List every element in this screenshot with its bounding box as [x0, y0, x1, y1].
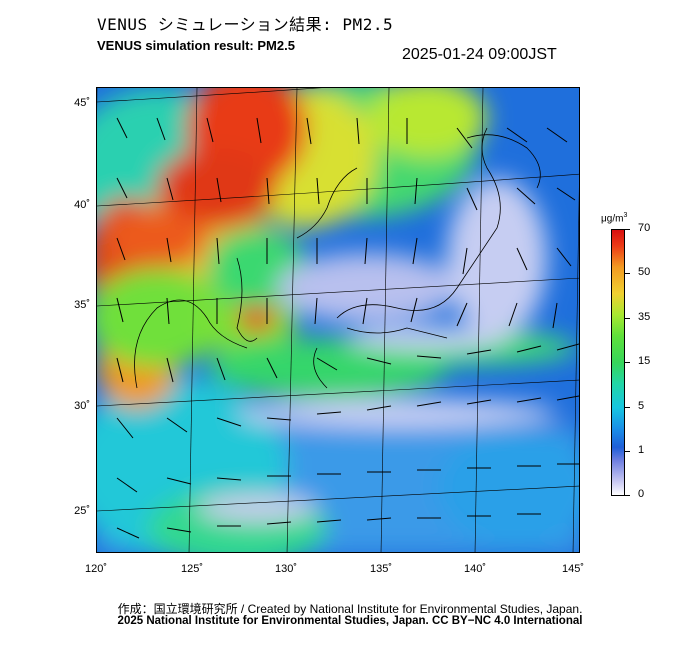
colorbar-label-1: 1 — [638, 444, 645, 456]
colorbar-tick — [625, 362, 630, 363]
credit-line-1: 作成：国立環境研究所 / Created by National Institu… — [117, 602, 583, 616]
colorbar-label-35: 35 — [638, 311, 651, 323]
coastlines — [134, 127, 541, 389]
concentration-field — [97, 88, 579, 552]
title-japanese: VENUS シミュレーション結果: PM2.5 — [97, 15, 394, 34]
credit-line-2: 2025 National Institute for Environmenta… — [117, 615, 583, 627]
colorbar — [611, 229, 625, 496]
colorbar-label-50: 50 — [638, 266, 651, 278]
colorbar-label-5: 5 — [638, 400, 645, 412]
colorbar-tick — [625, 318, 630, 319]
lat-label-30: 30˚ — [74, 400, 90, 412]
forecast-datetime: 2025-01-24 09:00JST — [402, 46, 557, 63]
colorbar-unit-superscript: 3 — [623, 212, 628, 219]
lon-label-140: 140˚ — [463, 563, 487, 575]
lon-label-130: 130˚ — [274, 563, 298, 575]
wind-vectors — [116, 117, 579, 539]
pm25-map — [96, 87, 580, 553]
colorbar-tick — [625, 495, 630, 496]
colorbar-tick — [625, 451, 630, 452]
lon-label-120: 120˚ — [84, 563, 108, 575]
colorbar-unit-text: μg/m — [601, 213, 624, 225]
lon-label-135: 135˚ — [369, 563, 393, 575]
lat-label-45: 45˚ — [74, 97, 90, 109]
colorbar-tick — [625, 273, 630, 274]
colorbar-unit: μg/m3 — [601, 212, 627, 224]
colorbar-label-0: 0 — [638, 488, 645, 500]
lon-label-125: 125˚ — [180, 563, 204, 575]
lat-label-25: 25˚ — [74, 505, 90, 517]
colorbar-tick — [625, 407, 630, 408]
lon-label-145: 145˚ — [561, 563, 585, 575]
colorbar-tick — [625, 229, 630, 230]
lat-label-35: 35˚ — [74, 299, 90, 311]
lat-label-40: 40˚ — [74, 199, 90, 211]
colorbar-label-15: 15 — [638, 355, 651, 367]
title-english: VENUS simulation result: PM2.5 — [97, 38, 295, 53]
colorbar-label-70: 70 — [638, 222, 651, 234]
pm25-map-svg — [97, 88, 579, 552]
